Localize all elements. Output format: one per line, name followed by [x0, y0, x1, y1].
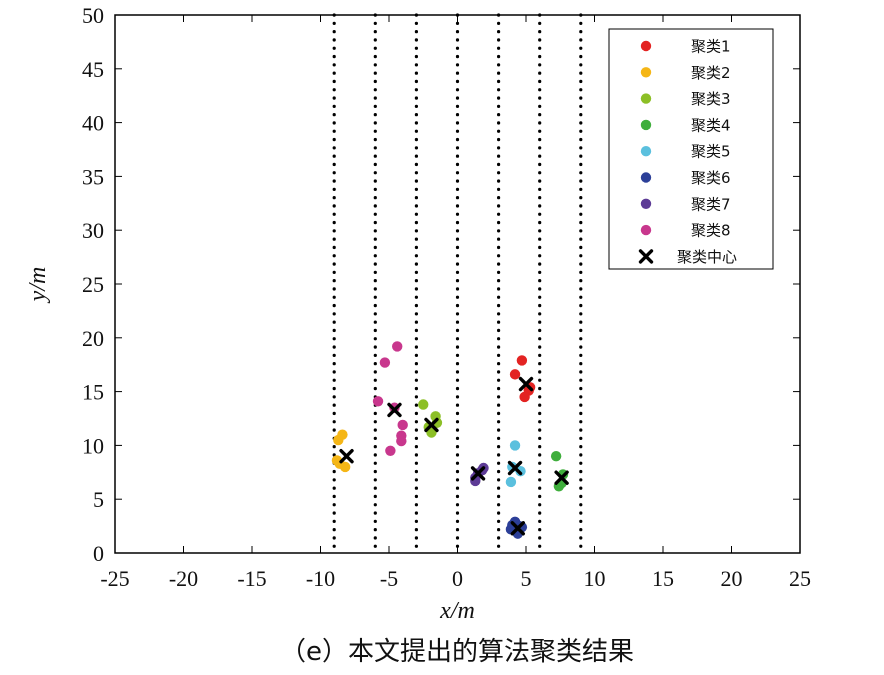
cluster-3-point — [418, 399, 429, 410]
x-tick-label: -15 — [237, 566, 266, 591]
legend-label-center: 聚类中心 — [677, 248, 737, 266]
cluster-8-point — [385, 445, 396, 456]
x-tick-label: 10 — [584, 566, 606, 591]
legend-marker-cluster-1 — [640, 40, 652, 52]
y-tick-label: 45 — [82, 57, 104, 82]
cluster-4-point — [550, 450, 562, 462]
legend-marker-cluster-5 — [640, 146, 652, 157]
x-tick-label: 20 — [721, 566, 743, 591]
legend-label-cluster-2: 聚类2 — [691, 64, 731, 82]
cluster-8-point — [372, 396, 384, 407]
legend-label-cluster-6: 聚类6 — [691, 169, 731, 187]
y-tick-label: 10 — [82, 433, 104, 458]
cluster-centers — [339, 376, 569, 536]
x-axis-label: x/m — [439, 598, 475, 624]
cluster-center-marker — [470, 466, 486, 481]
cluster-8-point — [379, 357, 391, 368]
cluster-center-marker — [507, 460, 523, 476]
y-tick-label: 15 — [82, 380, 104, 405]
legend-marker-cluster-4 — [640, 119, 652, 131]
cluster-5-point — [509, 440, 521, 451]
y-axis-ticks: 0 5 10 15 20 25 30 35 40 45 50 — [82, 3, 800, 566]
cluster-8-point — [397, 419, 408, 431]
cluster-center-marker — [510, 521, 525, 536]
x-tick-label: 15 — [652, 566, 674, 591]
x-axis-ticks: -25 -20 -15 -10 -5 0 5 10 15 20 25 — [100, 15, 811, 591]
y-tick-label: 40 — [82, 111, 104, 136]
y-axis-label: y/m — [25, 267, 51, 304]
cluster-2-point — [331, 455, 343, 466]
legend-label-cluster-7: 聚类7 — [691, 195, 731, 213]
cluster-8-point — [396, 435, 407, 447]
cluster-1-point — [509, 369, 521, 380]
y-tick-label: 0 — [93, 541, 104, 566]
y-tick-label: 25 — [82, 272, 104, 297]
cluster-center-marker — [554, 470, 569, 485]
cluster-center-marker — [518, 376, 534, 392]
x-tick-label: 5 — [521, 566, 532, 591]
legend-marker-cluster-6 — [640, 172, 652, 183]
cluster-2-point — [339, 461, 351, 473]
cluster-center-marker — [387, 402, 402, 418]
lane-lines — [332, 13, 583, 555]
legend-marker-cluster-3 — [640, 93, 652, 104]
cluster-5-point — [505, 476, 517, 488]
x-tick-label: 0 — [452, 566, 463, 591]
cluster-center-marker — [424, 417, 439, 433]
cluster-2-point — [333, 434, 344, 446]
cluster-8-point — [392, 341, 403, 352]
legend-label-cluster-1: 聚类1 — [691, 38, 731, 56]
y-tick-label: 30 — [82, 218, 104, 243]
y-tick-label: 50 — [82, 3, 104, 28]
x-tick-label: -20 — [169, 566, 198, 591]
y-tick-label: 20 — [82, 326, 104, 351]
legend-marker-cluster-2 — [640, 67, 652, 78]
y-tick-label: 5 — [93, 487, 104, 512]
legend-marker-cluster-7 — [640, 198, 652, 209]
cluster-center-marker — [339, 448, 354, 464]
legend: 聚类1 聚类2 聚类3 聚类4 聚类5 聚类6 聚类7 聚类8 聚类中心 — [608, 28, 774, 270]
x-tick-label: -10 — [306, 566, 335, 591]
x-tick-label: -25 — [100, 566, 129, 591]
figure-caption: （e）本文提出的算法聚类结果 — [280, 637, 634, 667]
legend-label-cluster-3: 聚类3 — [691, 90, 731, 108]
y-tick-label: 35 — [82, 164, 104, 189]
cluster-1-point — [516, 355, 528, 366]
legend-marker-cluster-8 — [640, 224, 652, 236]
legend-marker-center — [638, 249, 654, 264]
legend-label-cluster-4: 聚类4 — [691, 116, 731, 134]
data-points — [331, 341, 569, 539]
x-tick-label: -5 — [380, 566, 398, 591]
legend-box — [608, 28, 774, 270]
x-tick-label: 25 — [789, 566, 811, 591]
cluster-1-point — [519, 391, 530, 403]
legend-label-cluster-5: 聚类5 — [691, 143, 731, 161]
legend-label-cluster-8: 聚类8 — [691, 222, 731, 240]
